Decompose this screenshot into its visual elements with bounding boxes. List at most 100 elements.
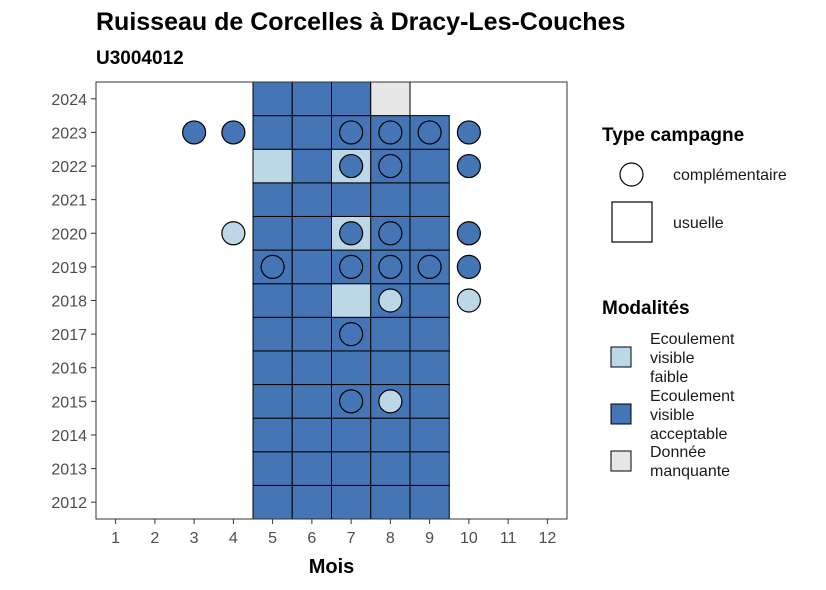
legend-label-acceptable-line1: Ecoulement <box>650 388 735 405</box>
legend-label-manquante-line1: Donnée <box>650 444 706 461</box>
point-2020-4 <box>221 221 246 246</box>
tile-2017-9 <box>409 316 450 352</box>
x-tick-label-11: 11 <box>500 530 517 547</box>
point-2019-10 <box>456 254 481 279</box>
tile-2014-8 <box>370 417 411 453</box>
point-2019-8 <box>378 254 403 279</box>
tile-2017-5 <box>252 316 293 352</box>
tile-2019-6 <box>291 249 332 285</box>
tile-2023-5 <box>252 115 293 150</box>
x-tick-label-10: 10 <box>460 530 478 547</box>
tile-2022-9 <box>409 148 450 184</box>
tile-2023-6 <box>291 115 332 150</box>
tile-2016-7 <box>331 350 372 386</box>
legend-label-manquante-line2: manquante <box>650 463 730 480</box>
legend-label-faible-line2: visible <box>650 350 695 367</box>
x-tick-label-6: 6 <box>307 530 316 547</box>
tile-2013-9 <box>409 451 450 486</box>
point-2020-10 <box>456 221 481 246</box>
point-2023-10 <box>456 120 481 145</box>
tile-2014-7 <box>331 417 372 453</box>
tile-2021-8 <box>370 182 411 217</box>
tile-2021-9 <box>409 182 450 217</box>
tile-2014-5 <box>252 417 293 453</box>
point-2023-8 <box>378 120 403 145</box>
tile-2016-8 <box>370 350 411 386</box>
tile-2012-6 <box>291 484 332 520</box>
legend-label-faible-line3: faible <box>650 369 688 386</box>
tile-2020-5 <box>252 215 293 251</box>
tile-2022-5 <box>252 148 293 184</box>
point-2017-7 <box>339 322 364 347</box>
point-2022-7 <box>339 153 364 179</box>
y-tick-label-2014: 2014 <box>51 428 87 445</box>
tile-2018-6 <box>291 283 332 318</box>
legend-square-key <box>611 201 653 243</box>
tile-2013-8 <box>370 451 411 486</box>
tile-2013-7 <box>331 451 372 486</box>
point-2023-9 <box>417 120 442 145</box>
point-2015-7 <box>339 389 364 414</box>
tile-2017-8 <box>370 316 411 352</box>
point-2023-4 <box>221 120 246 145</box>
y-tick-label-2013: 2013 <box>51 462 87 479</box>
points-layer <box>182 120 481 414</box>
tile-2024-7 <box>331 81 372 117</box>
tile-2015-9 <box>409 384 450 419</box>
tiles-layer <box>252 81 450 520</box>
y-tick-label-2018: 2018 <box>51 294 87 311</box>
point-2019-7 <box>339 254 364 279</box>
point-2022-10 <box>456 153 481 179</box>
y-tick-label-2015: 2015 <box>51 394 87 411</box>
legend-swatch-acceptable <box>610 403 632 425</box>
y-tick-label-2016: 2016 <box>51 361 87 378</box>
tile-2012-8 <box>370 484 411 520</box>
y-tick-label-2017: 2017 <box>51 327 87 344</box>
x-tick-label-7: 7 <box>347 530 356 547</box>
point-2015-8 <box>378 389 403 414</box>
tile-2014-6 <box>291 417 332 453</box>
tile-2013-5 <box>252 451 293 486</box>
legend-label-faible-line1: Ecoulement <box>650 331 735 348</box>
y-tick-label-2021: 2021 <box>51 193 87 210</box>
legend-type-title: Type campagne <box>602 125 744 146</box>
legend-label-acceptable-line3: acceptable <box>650 426 727 443</box>
tile-2014-9 <box>409 417 450 453</box>
legend-type-label-usuelle: usuelle <box>673 215 724 232</box>
tile-2016-5 <box>252 350 293 386</box>
chart-subtitle: U3004012 <box>96 48 184 69</box>
x-tick-label-4: 4 <box>229 530 238 547</box>
tile-2013-6 <box>291 451 332 486</box>
y-tick-label-2024: 2024 <box>51 92 87 109</box>
x-axis-title: Mois <box>309 556 355 578</box>
x-tick-label-8: 8 <box>386 530 395 547</box>
legend-swatch-manquante <box>610 450 632 472</box>
legend-swatch-faible <box>610 346 632 368</box>
y-tick-label-2023: 2023 <box>51 125 87 142</box>
point-2022-8 <box>378 153 403 179</box>
point-2018-8 <box>378 288 403 313</box>
point-2019-5 <box>260 254 285 279</box>
tile-2015-5 <box>252 384 293 419</box>
x-tick-label-2: 2 <box>150 530 159 547</box>
point-2018-10 <box>456 288 481 313</box>
tile-2018-5 <box>252 283 293 318</box>
x-tick-label-12: 12 <box>538 530 556 547</box>
y-tick-label-2019: 2019 <box>51 260 87 277</box>
legend-modalites-title: Modalités <box>602 298 690 319</box>
x-axis: 1 2 3 4 5 6 7 8 9 10 11 12 <box>111 519 556 547</box>
point-2023-7 <box>339 120 364 145</box>
tile-2017-6 <box>291 316 332 352</box>
point-2019-9 <box>417 254 442 279</box>
x-tick-label-9: 9 <box>425 530 434 547</box>
tile-2020-6 <box>291 215 332 251</box>
point-2020-7 <box>339 221 364 246</box>
tile-2024-5 <box>252 81 293 117</box>
tile-2021-6 <box>291 182 332 217</box>
x-tick-label-1: 1 <box>111 530 120 547</box>
tile-2020-9 <box>409 215 450 251</box>
y-tick-label-2012: 2012 <box>51 495 87 512</box>
chart-title: Ruisseau de Corcelles à Dracy-Les-Couche… <box>96 8 625 36</box>
point-2020-8 <box>378 221 403 246</box>
